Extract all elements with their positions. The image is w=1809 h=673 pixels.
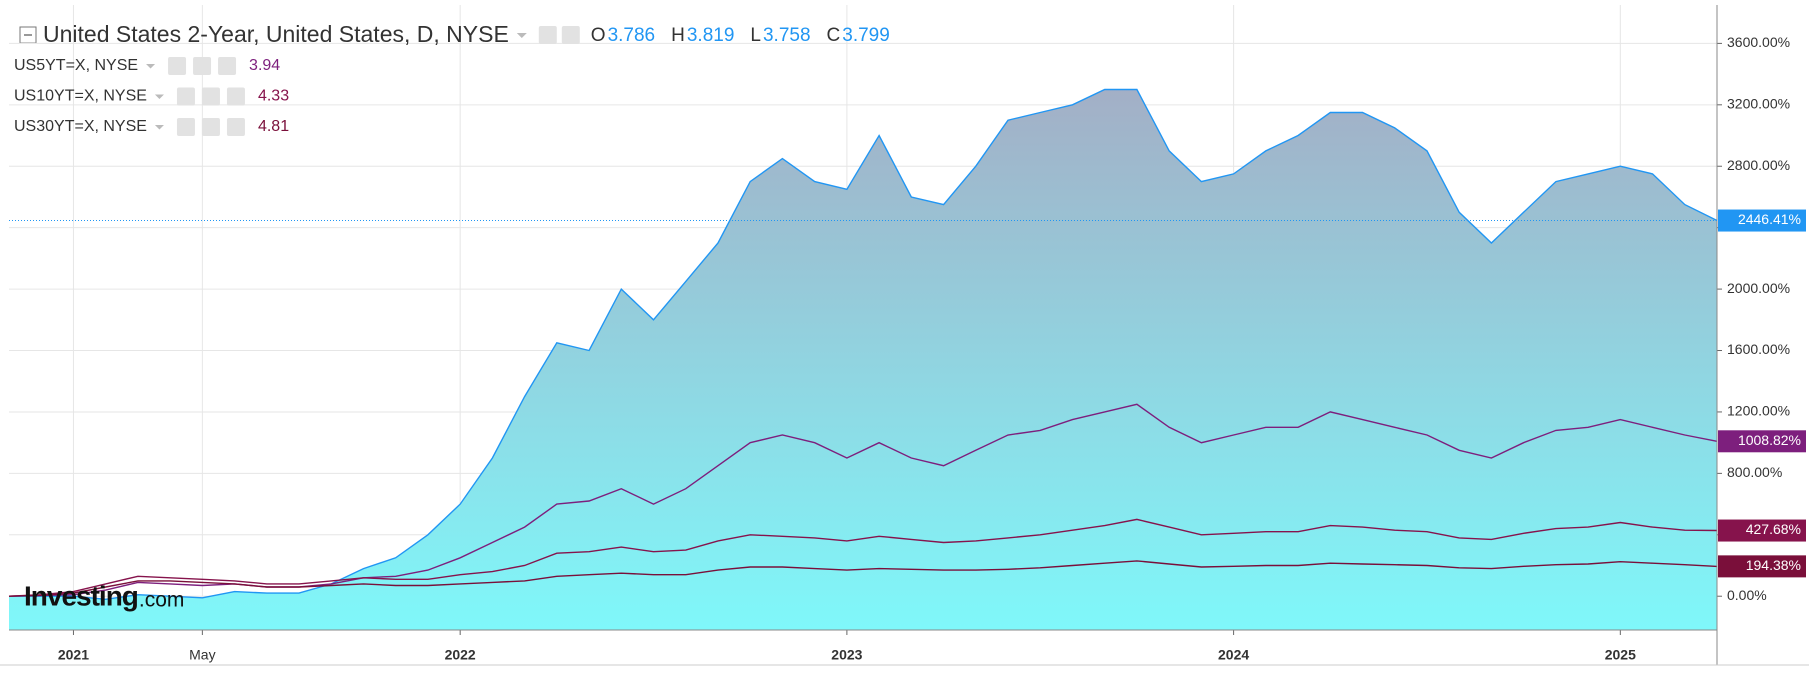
x-tick-label: 2021: [58, 647, 89, 663]
legend-value: 4.33: [258, 88, 289, 105]
last-value-label: 194.38%: [1746, 557, 1801, 573]
line: [9, 88, 1718, 601]
x-tick-label: May: [189, 647, 215, 663]
close-icon: [218, 57, 237, 75]
y-tick-label: 0.00%: [1727, 587, 1767, 603]
legend-value: 4.81: [258, 118, 289, 135]
watermark: .com: [139, 589, 185, 612]
last-value-label: 2446.41%: [1738, 211, 1801, 227]
last-value-box: [1718, 430, 1806, 453]
eye-icon: [176, 87, 195, 106]
y-tick-label: 2800.00%: [1727, 157, 1790, 173]
ohlc-value: 3.786: [608, 25, 656, 46]
chart-title: United States 2-Year, United States, D, …: [43, 21, 509, 47]
x-tick-label: 2023: [831, 647, 862, 663]
dropdown-arrow: [146, 64, 156, 69]
ohlc-value: 3.819: [687, 25, 735, 46]
ohlc-value: 3.758: [763, 25, 811, 46]
last-value-box: [1718, 555, 1806, 578]
gear-icon: [201, 118, 220, 136]
gear-icon: [193, 57, 212, 75]
line: [8, 560, 1718, 597]
last-value-box: [1718, 519, 1806, 542]
dropdown-arrow: [516, 33, 527, 38]
y-tick-label: 1200.00%: [1727, 403, 1790, 419]
y-tick-label: 3600.00%: [1727, 34, 1790, 50]
legend-name: US10YT=X, NYSE: [14, 88, 147, 105]
x-tick-label: 2022: [445, 647, 476, 663]
close-icon: [226, 118, 245, 136]
legend-name: US30YT=X, NYSE: [14, 118, 147, 135]
last-value-box: [1718, 209, 1806, 232]
gear-icon: [561, 26, 580, 44]
watermark: Investing: [24, 580, 138, 611]
legend-value: 3.94: [249, 57, 280, 74]
eye-icon: [538, 26, 557, 44]
legend-name: US5YT=X, NYSE: [14, 57, 138, 74]
last-value-label: 1008.82%: [1738, 432, 1801, 448]
y-tick-label: 2000.00%: [1727, 280, 1790, 296]
eye-icon: [168, 57, 187, 75]
ohlc-label: H: [671, 25, 685, 46]
eye-icon: [176, 118, 195, 136]
ohlc-label: C: [827, 25, 841, 46]
close-icon: [226, 87, 245, 106]
gear-icon: [201, 87, 220, 106]
last-value-label: 427.68%: [1746, 521, 1801, 537]
dropdown-arrow: [154, 94, 164, 99]
ohlc-label: L: [750, 25, 761, 46]
area: [9, 89, 1717, 630]
y-tick-label: 1600.00%: [1727, 341, 1790, 357]
dropdown-arrow: [154, 125, 164, 130]
ohlc-value: 3.799: [842, 25, 890, 46]
y-tick-label: 800.00%: [1727, 464, 1782, 480]
x-tick-label: 2024: [1218, 647, 1249, 663]
ohlc-label: O: [591, 25, 606, 46]
line: [8, 518, 1718, 597]
x-tick-label: 2025: [1605, 647, 1636, 663]
y-tick-label: 3200.00%: [1727, 96, 1790, 112]
